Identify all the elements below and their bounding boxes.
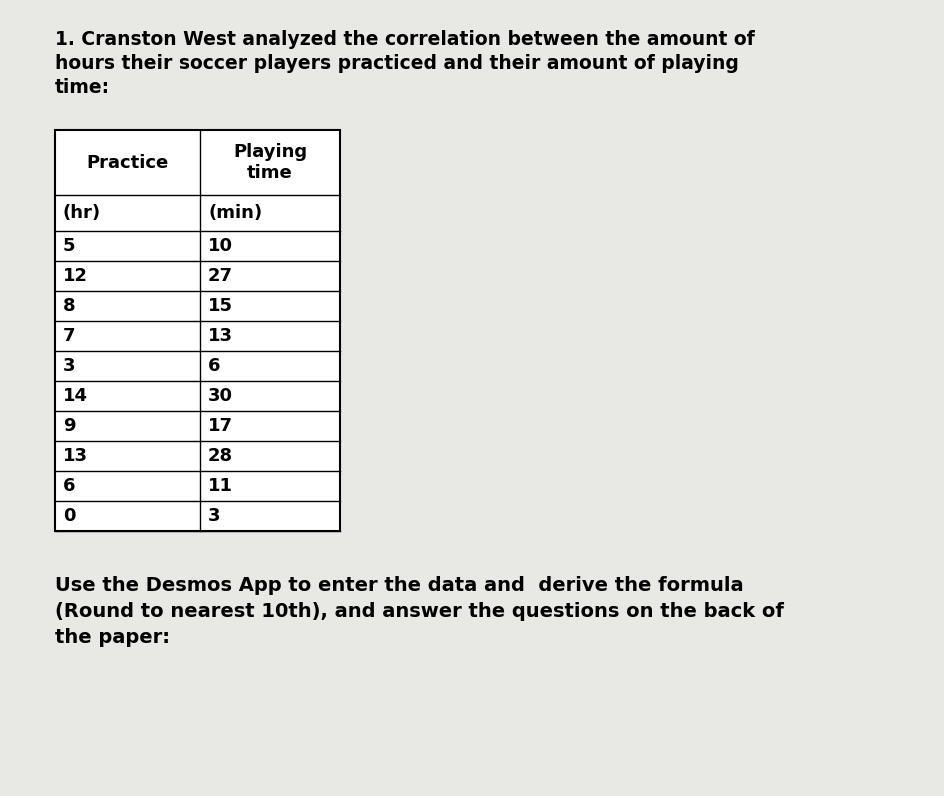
Text: (min): (min) xyxy=(208,204,261,222)
Text: 10: 10 xyxy=(208,237,233,255)
Text: 8: 8 xyxy=(63,297,76,315)
Text: 13: 13 xyxy=(208,327,233,345)
Text: time:: time: xyxy=(55,78,110,97)
Text: hours their soccer players practiced and their amount of playing: hours their soccer players practiced and… xyxy=(55,54,738,73)
Text: (Round to nearest 10th), and answer the questions on the back of: (Round to nearest 10th), and answer the … xyxy=(55,602,783,621)
Text: 28: 28 xyxy=(208,447,233,465)
Text: Use the Desmos App to enter the data and  derive the formula: Use the Desmos App to enter the data and… xyxy=(55,576,743,595)
Text: 30: 30 xyxy=(208,387,233,405)
Text: the paper:: the paper: xyxy=(55,628,170,647)
Text: 3: 3 xyxy=(63,357,76,375)
Text: 9: 9 xyxy=(63,417,76,435)
Text: 27: 27 xyxy=(208,267,233,285)
Text: 15: 15 xyxy=(208,297,233,315)
Text: 12: 12 xyxy=(63,267,88,285)
Text: 3: 3 xyxy=(208,507,220,525)
Text: Playing
time: Playing time xyxy=(232,143,307,182)
Text: (hr): (hr) xyxy=(63,204,101,222)
Bar xyxy=(55,130,340,531)
Text: 14: 14 xyxy=(63,387,88,405)
Text: 5: 5 xyxy=(63,237,76,255)
Text: 6: 6 xyxy=(208,357,220,375)
Text: 7: 7 xyxy=(63,327,76,345)
Text: 13: 13 xyxy=(63,447,88,465)
Text: 0: 0 xyxy=(63,507,76,525)
Text: Practice: Practice xyxy=(86,154,168,171)
Text: 6: 6 xyxy=(63,477,76,495)
Text: 1. Cranston West analyzed the correlation between the amount of: 1. Cranston West analyzed the correlatio… xyxy=(55,30,754,49)
Bar xyxy=(55,130,340,531)
Text: 17: 17 xyxy=(208,417,233,435)
Text: 11: 11 xyxy=(208,477,233,495)
